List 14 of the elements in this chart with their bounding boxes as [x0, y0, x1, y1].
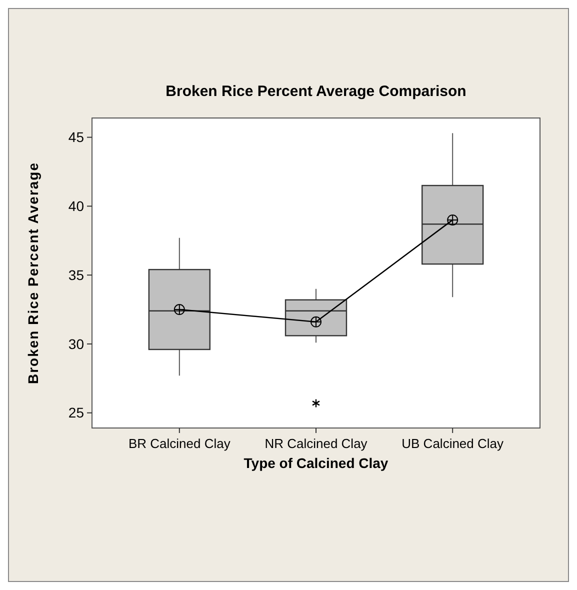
y-tick-label: 30 — [68, 336, 84, 352]
x-tick-label: BR Calcined Clay — [128, 436, 231, 451]
point — [447, 214, 458, 226]
x-axis-title: Type of Calcined Clay — [244, 455, 388, 471]
point — [174, 304, 185, 316]
y-tick-label: 35 — [68, 266, 84, 283]
x-tick-label: NR Calcined Clay — [264, 436, 368, 451]
y-tick-label: 40 — [68, 198, 84, 214]
y-tick-label: 45 — [68, 129, 84, 146]
chart-title: Broken Rice Percent Average Comparison — [166, 83, 466, 100]
y-axis-title: Broken Rice Percent Average — [25, 162, 41, 384]
point — [310, 316, 322, 328]
x-tick-label: UB Calcined Clay — [402, 436, 504, 451]
y-tick-label: 25 — [68, 404, 84, 421]
